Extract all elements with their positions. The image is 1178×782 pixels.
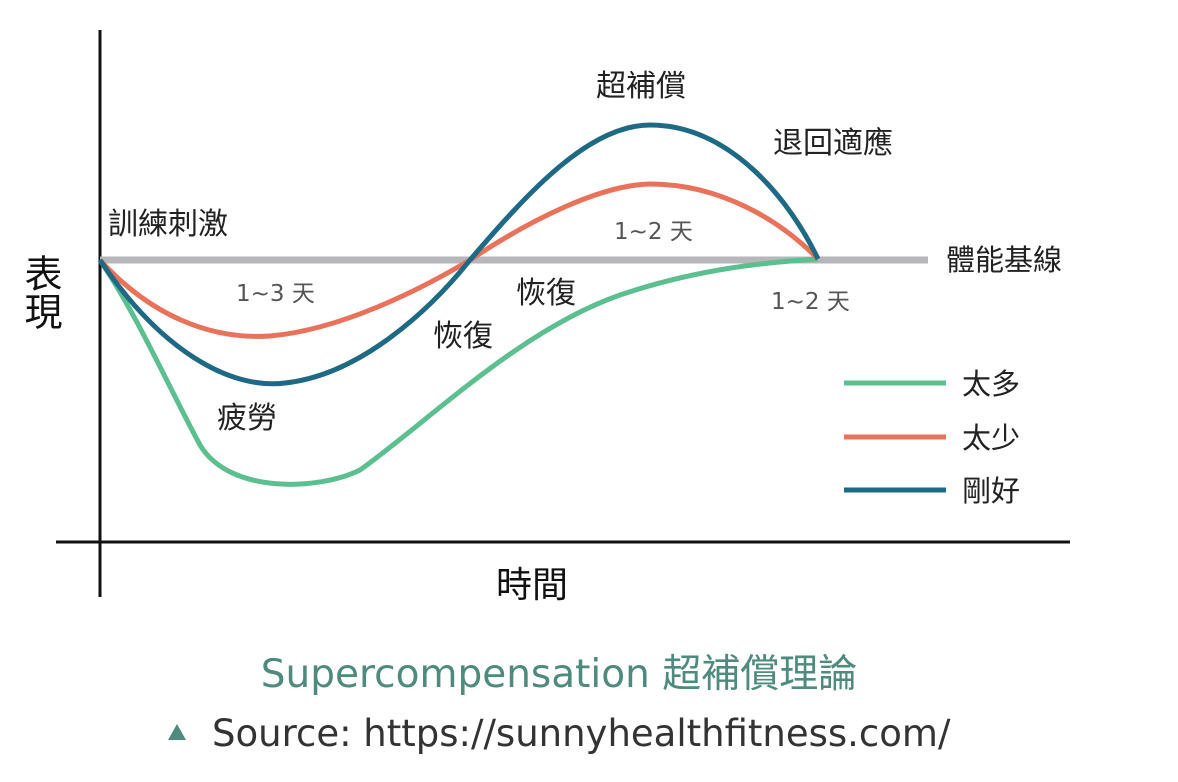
label-fatigue: 疲勞 [217, 401, 277, 436]
triangle-bullet-icon [168, 724, 186, 740]
y-axis-label: 表現 [18, 254, 62, 330]
legend-label-too-much: 太多 [962, 367, 1020, 401]
legend-label-too-little: 太少 [962, 421, 1020, 455]
label-regression: 退回適應 [773, 126, 893, 161]
label-recovery-1: 恢復 [433, 319, 493, 354]
source-text: Source: https://sunnyhealthfitness.com/ [212, 712, 951, 755]
legend-label-just-right: 剛好 [962, 474, 1020, 508]
supercompensation-diagram: 訓練刺激 疲勞 恢復 恢復 超補償 退回適應 1~3 天 1~2 天 1~2 天… [18, 30, 1070, 606]
label-baseline: 體能基線 [946, 243, 1062, 277]
label-stimulus: 訓練刺激 [108, 207, 228, 242]
label-days-3: 1~2 天 [771, 289, 850, 315]
source-line: Source: https://sunnyhealthfitness.com/ [168, 712, 950, 755]
label-days-2: 1~2 天 [614, 219, 693, 245]
x-axis-label: 時間 [496, 565, 568, 606]
label-supercompensation: 超補償 [596, 69, 686, 104]
legend: 太多 太少 剛好 [844, 367, 1020, 508]
label-days-1: 1~3 天 [236, 281, 315, 307]
caption: Supercompensation 超補償理論 [260, 652, 858, 697]
label-recovery-2: 恢復 [516, 276, 576, 311]
curve-just-right [97, 122, 821, 387]
curve-too-much [97, 256, 819, 487]
